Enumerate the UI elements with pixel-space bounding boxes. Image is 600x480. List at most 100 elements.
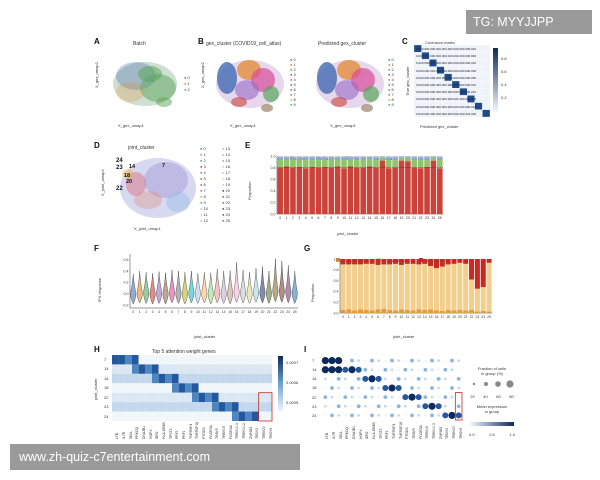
bar-segment bbox=[357, 264, 363, 310]
heatmap-cell bbox=[218, 355, 226, 365]
dot bbox=[423, 377, 427, 381]
heatmap-cell bbox=[205, 383, 212, 393]
bar-segment bbox=[290, 156, 296, 158]
gene-label: PRF1 bbox=[385, 430, 390, 439]
x-tick-label: 14 bbox=[368, 216, 372, 220]
gene-label: PRKCQ bbox=[135, 426, 140, 439]
dot bbox=[357, 386, 361, 390]
x-tick-label: 2 bbox=[354, 315, 356, 319]
gene-label: PRF1 bbox=[175, 430, 180, 439]
heatmap-cell bbox=[232, 392, 239, 403]
dot bbox=[351, 378, 353, 380]
x-tick-label: 7 bbox=[178, 310, 180, 314]
dot bbox=[437, 359, 441, 362]
bar-segment bbox=[309, 156, 315, 158]
y-tick-label: 0.2 bbox=[124, 281, 129, 285]
bar-segment bbox=[428, 309, 434, 313]
gene-label: HOPX bbox=[148, 429, 153, 439]
dot bbox=[444, 387, 447, 389]
heatmap-cell bbox=[152, 364, 159, 374]
violin bbox=[214, 268, 221, 304]
dot bbox=[430, 358, 434, 363]
panel-b-xlabel-1: X_gex_umap1 bbox=[230, 123, 256, 128]
legend-item: ● 8 bbox=[200, 194, 206, 199]
y-tick-label: 0.4 bbox=[334, 290, 339, 294]
dot bbox=[364, 387, 367, 389]
dot bbox=[357, 396, 360, 398]
heatmap-cell bbox=[212, 402, 219, 412]
heatmap-cell bbox=[172, 411, 179, 421]
panel-g-letter: G bbox=[304, 244, 311, 253]
violin bbox=[156, 271, 162, 304]
x-tick-label: 20 bbox=[406, 216, 410, 220]
bar-segment bbox=[346, 264, 352, 310]
x-tick-label: 19 bbox=[452, 315, 456, 319]
heatmap-cell bbox=[252, 383, 259, 393]
x-tick-label: 3 bbox=[360, 315, 362, 319]
bar-segment bbox=[416, 309, 422, 313]
bar-segment bbox=[385, 157, 392, 161]
legend-item: ● 2 bbox=[200, 158, 206, 163]
dot bbox=[397, 396, 400, 398]
bar-segment bbox=[480, 287, 486, 311]
gene-label: HOPX bbox=[358, 429, 363, 439]
heatmap-cell bbox=[158, 355, 166, 365]
y-tick-label: 0.4 bbox=[124, 269, 129, 273]
dot bbox=[330, 395, 334, 399]
gene-label: TRGV9 bbox=[268, 427, 273, 439]
dot bbox=[411, 378, 413, 380]
bar-segment bbox=[309, 160, 315, 168]
gene-label: SELL bbox=[128, 430, 133, 439]
bar-segment bbox=[393, 263, 399, 311]
bar-segment bbox=[424, 156, 430, 158]
bar-segment bbox=[363, 309, 369, 313]
bar-segment bbox=[422, 309, 428, 313]
bar-segment bbox=[428, 259, 434, 267]
dot bbox=[350, 386, 354, 390]
x-tick-label: 24 bbox=[481, 315, 485, 319]
panel-f-letter: F bbox=[94, 244, 99, 253]
violin bbox=[220, 271, 227, 304]
x-tick-label: 2 bbox=[292, 216, 294, 220]
dot bbox=[356, 376, 361, 381]
heatmap-cell bbox=[185, 411, 192, 421]
bar-segment bbox=[373, 160, 379, 168]
heatmap-cell bbox=[252, 364, 259, 374]
dot bbox=[330, 386, 334, 390]
gene-label: IER2 bbox=[155, 431, 160, 439]
gene-label: PRF1 bbox=[182, 430, 186, 439]
dot bbox=[383, 377, 387, 381]
x-tick-label: 11 bbox=[405, 315, 409, 319]
dot bbox=[337, 386, 341, 390]
panel-h-heatmap bbox=[112, 355, 273, 422]
x-tick-label: 9 bbox=[337, 216, 339, 220]
legend-item: ● 18 bbox=[222, 176, 230, 181]
dot bbox=[350, 395, 354, 399]
heatmap-cell bbox=[125, 355, 132, 365]
row-label: 24 bbox=[104, 413, 109, 419]
heatmap-cell bbox=[212, 383, 219, 393]
bar-segment bbox=[328, 156, 335, 158]
dot bbox=[328, 357, 336, 365]
heatmap-cell bbox=[245, 373, 252, 384]
dot bbox=[344, 414, 347, 417]
panel-i-dotplot bbox=[321, 357, 463, 421]
heatmap-cell bbox=[118, 364, 126, 374]
bar-segment bbox=[322, 167, 328, 214]
dot bbox=[430, 413, 434, 418]
row-label: 22 bbox=[312, 394, 317, 400]
dot bbox=[430, 386, 434, 390]
dot bbox=[442, 412, 449, 419]
bar-segment bbox=[357, 309, 363, 313]
violin bbox=[272, 258, 279, 303]
panel-c-ylabel: True gex_cluster bbox=[405, 66, 410, 96]
bar-segment bbox=[322, 160, 328, 168]
dot bbox=[403, 377, 407, 381]
panel-d-title: joint_cluster bbox=[128, 145, 155, 151]
bar-segment bbox=[437, 157, 443, 161]
x-tick-label: 10 bbox=[196, 310, 200, 314]
bar-segment bbox=[424, 167, 430, 214]
dot bbox=[457, 396, 460, 398]
dot bbox=[417, 368, 420, 371]
bar-segment bbox=[328, 167, 335, 214]
